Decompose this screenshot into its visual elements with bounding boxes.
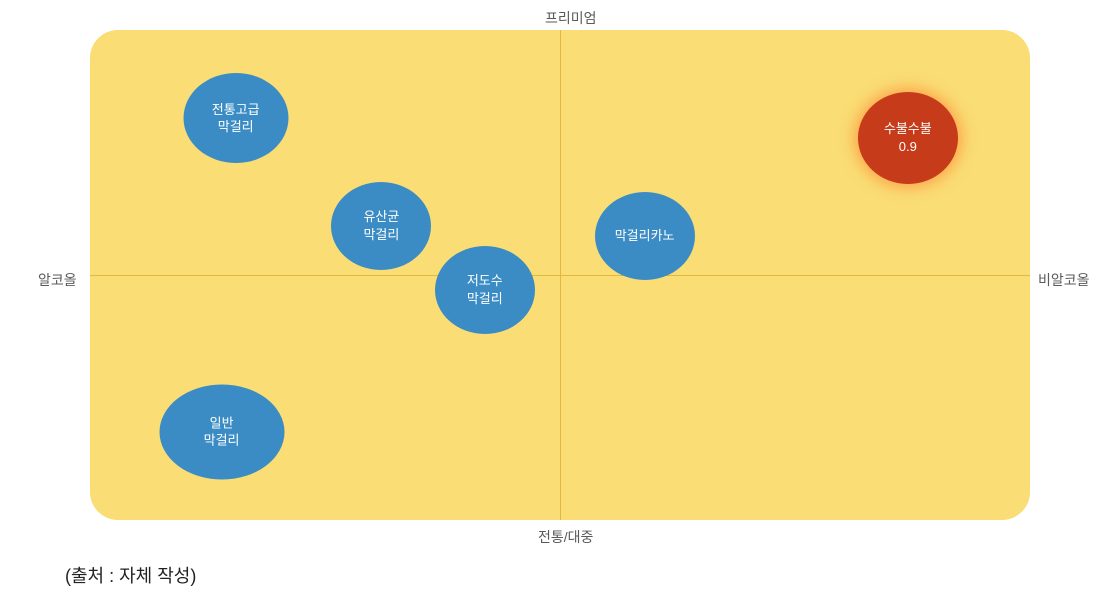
bubble-label: 유산균 막걸리 (363, 208, 399, 243)
axis-label-left: 알코올 (38, 270, 77, 290)
bubble-subul-subul: 수불수불 0.9 (858, 92, 958, 184)
y-axis-line (560, 30, 561, 520)
axis-label-top: 프리미엄 (545, 8, 597, 28)
bubble-traditional-premium: 전통고급 막걸리 (183, 73, 288, 163)
bubble-label: 막걸리카노 (615, 227, 675, 245)
bubble-label: 일반 막걸리 (204, 414, 240, 449)
bubble-low-abv: 저도수 막걸리 (435, 246, 535, 334)
source-note: (출처 : 자체 작성) (65, 562, 196, 588)
quadrant-chart: 전통고급 막걸리유산균 막걸리저도수 막걸리 막걸리카노일반 막걸리 수불수불 0.… (90, 30, 1030, 520)
bubble-probiotic: 유산균 막걸리 (331, 182, 431, 270)
bubble-makgeolli-cano: 막걸리카노 (595, 192, 695, 280)
axis-label-right: 비알코올 (1038, 270, 1090, 290)
bubble-label: 저도수 막걸리 (467, 272, 503, 307)
axis-label-bottom: 전통/대중 (538, 527, 593, 547)
bubble-label: 전통고급 막걸리 (212, 101, 260, 136)
bubble-general: 일반 막걸리 (159, 384, 284, 479)
bubble-label: 수불수불 0.9 (884, 120, 932, 155)
